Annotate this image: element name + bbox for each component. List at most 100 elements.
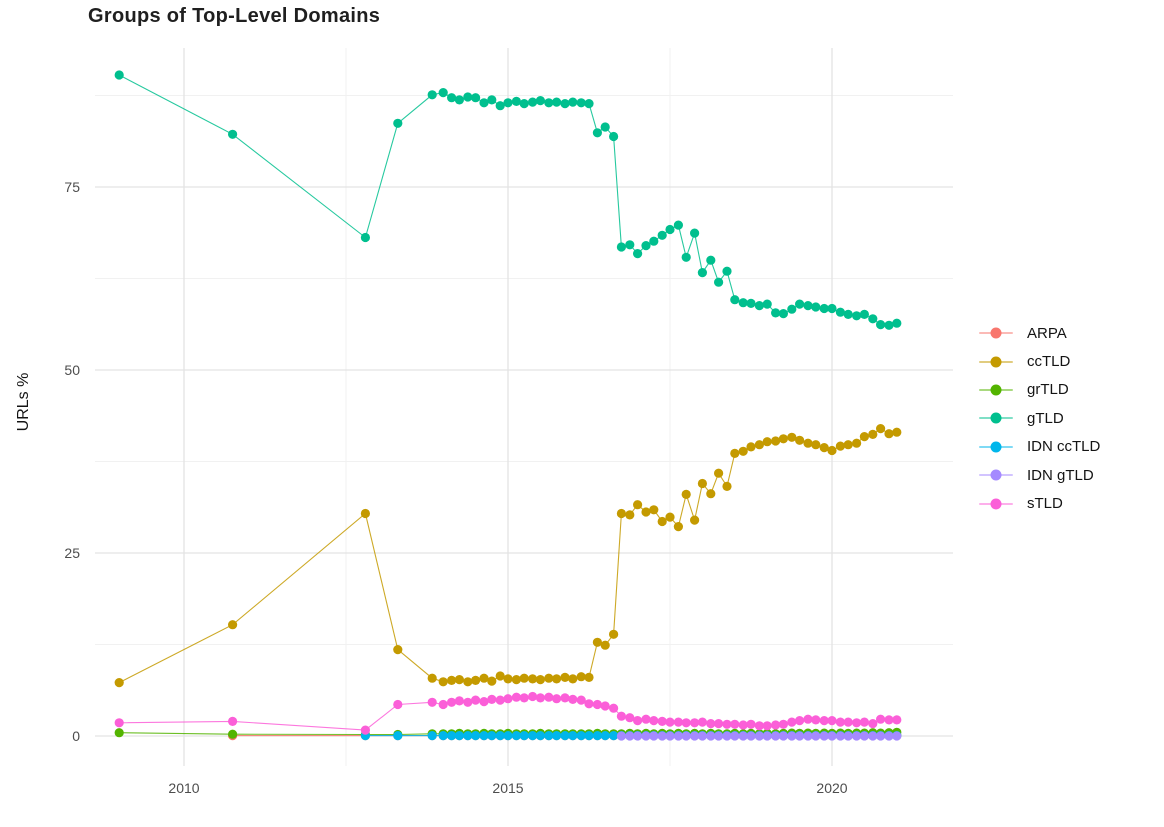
data-point (447, 675, 457, 686)
legend-key-icon (979, 353, 1013, 371)
data-point (754, 731, 765, 741)
data-point (649, 716, 659, 726)
data-point (519, 99, 529, 109)
data-point (535, 693, 546, 703)
data-point (892, 731, 902, 741)
data-point (528, 731, 538, 741)
data-point (641, 241, 651, 251)
data-point (730, 731, 740, 741)
data-point (876, 320, 886, 330)
legend-item-label: grTLD (1027, 381, 1069, 399)
data-point (706, 489, 716, 499)
data-point (427, 90, 437, 100)
data-point (600, 640, 610, 650)
data-point (479, 673, 489, 683)
data-point (427, 697, 437, 707)
data-point (730, 295, 740, 305)
data-point (795, 435, 805, 445)
data-point (503, 731, 513, 741)
data-point (859, 731, 870, 741)
data-point (657, 716, 667, 727)
data-point (714, 719, 724, 729)
data-point (479, 731, 489, 741)
data-point (819, 443, 829, 453)
data-point (722, 481, 732, 491)
data-point (722, 719, 732, 729)
data-point (665, 224, 675, 235)
legend-item-label: ccTLD (1027, 353, 1071, 371)
legend: ARPA ccTLD grTLD gTLD IDN ccTLD IDN gTLD sTLD (979, 319, 1100, 518)
data-point (819, 716, 829, 726)
data-point (665, 731, 675, 741)
data-point (697, 717, 708, 727)
data-point (438, 88, 448, 98)
data-point (114, 718, 124, 728)
legend-item-idn-gtld: IDN gTLD (979, 461, 1100, 489)
data-point (892, 427, 902, 437)
data-point (495, 695, 505, 705)
data-point (528, 674, 538, 684)
data-point (609, 731, 619, 741)
data-point (884, 715, 894, 725)
data-point (746, 719, 756, 729)
data-point (787, 304, 797, 314)
data-point (568, 731, 578, 741)
data-point (771, 308, 781, 318)
data-point (876, 714, 886, 724)
data-point (463, 677, 473, 687)
legend-key-icon (979, 438, 1013, 456)
data-point (690, 515, 700, 525)
data-point (609, 703, 619, 713)
x-tick-label: 2010 (168, 780, 199, 796)
data-point (535, 675, 546, 685)
data-point (819, 303, 829, 314)
data-point (447, 93, 457, 103)
data-point (681, 252, 691, 262)
data-point (447, 697, 457, 707)
data-point (649, 505, 659, 515)
data-point (876, 424, 886, 434)
data-point (754, 440, 765, 450)
legend-item-label: ARPA (1027, 324, 1067, 342)
data-point (843, 440, 853, 450)
data-point (495, 671, 505, 681)
data-point (868, 429, 878, 439)
data-point (503, 674, 513, 684)
y-tick-label: 75 (64, 179, 80, 195)
data-point (771, 731, 781, 741)
data-point (827, 731, 837, 741)
data-point (714, 277, 724, 287)
data-point (616, 711, 627, 721)
data-point (697, 731, 708, 741)
data-point (511, 692, 521, 702)
data-point (697, 268, 708, 278)
data-point (454, 696, 464, 706)
data-point (576, 731, 586, 741)
data-point (360, 508, 370, 519)
legend-item-label: gTLD (1027, 409, 1064, 427)
data-point (463, 697, 473, 707)
data-point (616, 508, 627, 519)
data-point (690, 718, 700, 728)
data-point (892, 318, 902, 328)
data-point (633, 249, 643, 259)
data-point (519, 731, 529, 741)
data-point (438, 699, 448, 710)
series-gtld (114, 70, 902, 330)
data-point (778, 719, 789, 729)
data-point (690, 228, 700, 238)
data-point (771, 720, 781, 730)
data-point (552, 97, 562, 107)
data-point (519, 693, 529, 703)
y-tick-label: 25 (64, 545, 80, 561)
data-point (552, 731, 562, 741)
data-point (827, 716, 837, 726)
data-point (787, 432, 797, 442)
data-point (868, 314, 878, 324)
data-point (819, 731, 829, 741)
data-point (625, 510, 635, 520)
data-point (714, 731, 724, 741)
legend-key-icon (979, 409, 1013, 427)
data-point (868, 731, 878, 741)
data-point (228, 716, 238, 727)
